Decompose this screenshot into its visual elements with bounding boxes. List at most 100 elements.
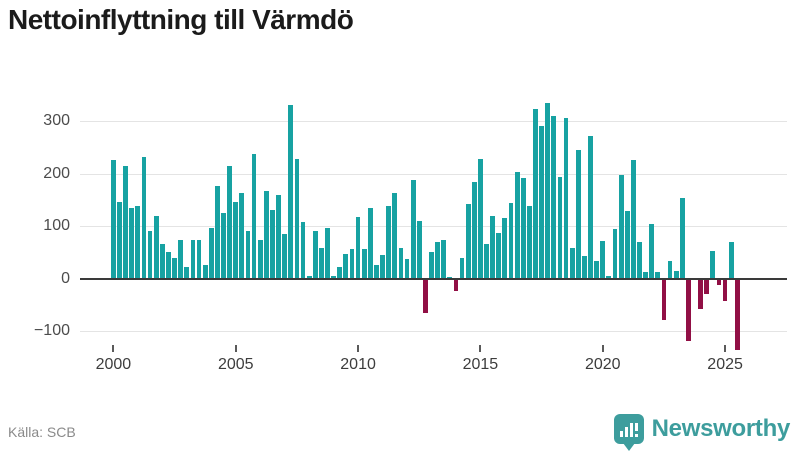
bar (624, 210, 630, 279)
bar (404, 258, 410, 279)
bar (123, 166, 129, 279)
bar (435, 241, 440, 279)
bar (282, 234, 288, 279)
bar (276, 194, 281, 279)
x-axis-label: 2025 (707, 356, 743, 373)
bar (539, 126, 544, 279)
y-axis-label: 200 (43, 164, 70, 182)
y-axis-label: −100 (33, 322, 70, 339)
bar (214, 185, 220, 279)
bar (429, 251, 434, 279)
bar (361, 249, 367, 279)
bar (331, 275, 336, 279)
x-axis-label: 2005 (217, 356, 254, 373)
x-axis-tick (357, 345, 360, 352)
bar (208, 227, 214, 279)
bar (416, 220, 422, 279)
bar (716, 279, 722, 285)
bar (643, 271, 648, 279)
bar (502, 218, 508, 279)
x-axis-tick (112, 345, 115, 352)
y-axis-label: 100 (43, 217, 70, 234)
bar (196, 240, 202, 279)
bar (734, 279, 740, 351)
page-title: Nettoinflyttning till Värmdö (8, 4, 354, 35)
bar (704, 279, 710, 294)
brand-name: Newsworthy (651, 415, 791, 442)
bar (618, 174, 624, 279)
bar (251, 154, 257, 279)
x-axis-label: 2010 (340, 356, 376, 373)
zero-axis-line (80, 278, 787, 280)
x-axis-label: 2000 (95, 356, 132, 373)
bar (184, 266, 190, 279)
bar (557, 176, 563, 279)
bar (520, 178, 526, 279)
bar (514, 172, 520, 279)
source-note: Källa: SCB (8, 424, 76, 440)
bar (667, 261, 673, 279)
bar-chart-bubble-icon (613, 414, 644, 451)
bar (441, 240, 447, 279)
bar (337, 267, 343, 279)
bar (422, 279, 428, 314)
bar (722, 279, 728, 301)
bar (367, 207, 373, 279)
bar (166, 251, 171, 279)
bar (569, 247, 575, 279)
bar (471, 182, 477, 279)
bar (490, 215, 496, 279)
bar (227, 166, 233, 279)
bar (655, 271, 661, 279)
bar (257, 240, 263, 279)
bar (135, 205, 141, 279)
bar (153, 215, 159, 279)
bar (478, 159, 483, 279)
bar (245, 231, 251, 279)
bar (117, 201, 122, 279)
bar (526, 206, 532, 279)
bar (300, 222, 306, 279)
bar (318, 247, 324, 279)
bar (453, 279, 459, 291)
bar (239, 192, 245, 279)
bar (575, 150, 581, 279)
bar (355, 217, 361, 279)
bar (508, 202, 514, 279)
gridline (80, 226, 787, 227)
plot-area (80, 95, 787, 351)
bar (673, 270, 679, 279)
bar (600, 241, 606, 279)
bar (459, 257, 465, 279)
bar (221, 212, 226, 279)
bar (202, 264, 208, 279)
bar (263, 191, 269, 279)
bar (398, 248, 404, 279)
bar (178, 240, 184, 279)
gridline (80, 121, 787, 122)
bar (270, 209, 275, 279)
bar (484, 243, 489, 279)
bar (545, 103, 551, 279)
bar (306, 276, 312, 279)
gridline (80, 331, 787, 332)
bar (612, 228, 618, 279)
bar (447, 276, 453, 279)
bar (588, 135, 593, 279)
y-axis-label: 300 (43, 112, 70, 129)
bar (288, 105, 294, 279)
x-axis-tick (234, 345, 237, 352)
bar (349, 249, 355, 279)
gridline (80, 173, 787, 175)
bar (594, 260, 600, 279)
bar (190, 240, 196, 279)
bar (630, 159, 636, 279)
bar (606, 276, 612, 279)
bar (533, 108, 538, 279)
x-axis-tick (724, 345, 727, 352)
bar (312, 231, 318, 279)
bar (410, 179, 416, 279)
bar (343, 253, 349, 279)
bar (698, 279, 704, 310)
bar (496, 233, 502, 279)
